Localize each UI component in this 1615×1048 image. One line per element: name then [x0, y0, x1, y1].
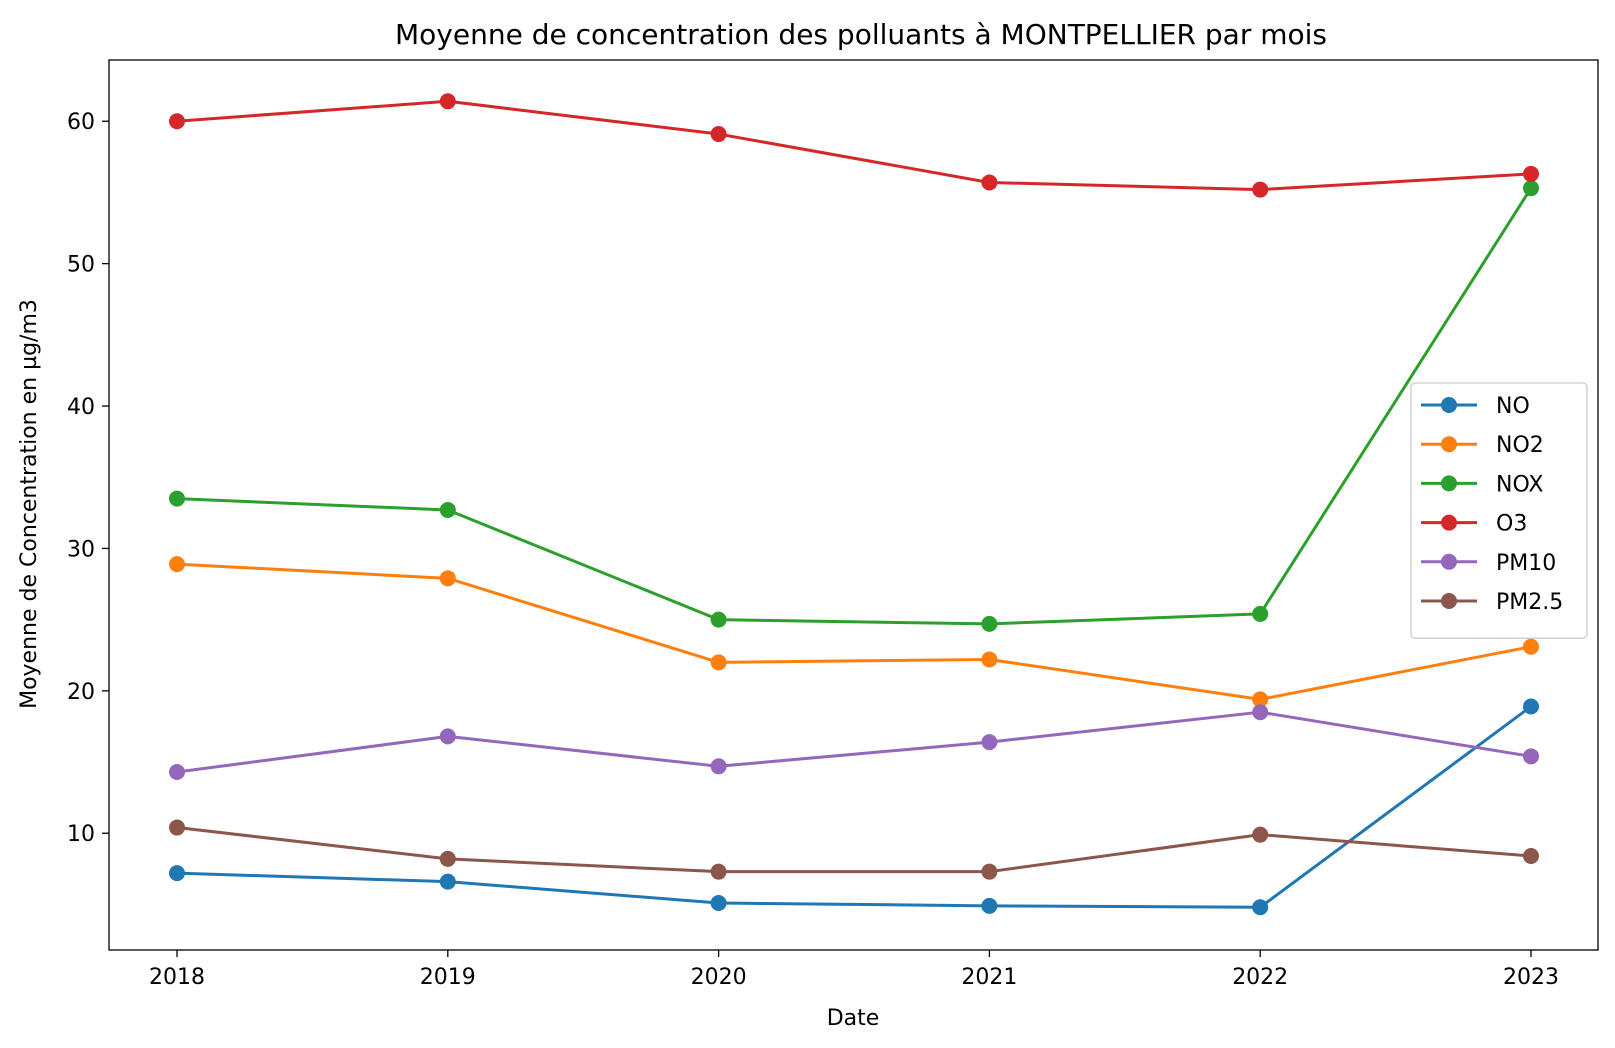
series-line-no2	[176, 562, 1532, 701]
x-tick-label: 2018	[149, 965, 205, 990]
series-line-pm25	[176, 826, 1532, 874]
legend-marker	[1441, 436, 1457, 453]
y-tick-label: 50	[67, 253, 95, 278]
data-point-nox	[1523, 180, 1539, 197]
x-tick-label: 2023	[1503, 965, 1559, 990]
legend-label: O3	[1496, 512, 1527, 537]
y-tick-label: 30	[67, 537, 95, 562]
legend-label: NO	[1496, 394, 1530, 419]
data-point-pm25	[1523, 848, 1539, 865]
data-point-no2	[169, 556, 185, 573]
data-point-no	[1523, 698, 1539, 715]
series-nox	[169, 180, 1539, 632]
data-point-no	[981, 897, 998, 914]
data-point-o3	[1523, 165, 1539, 182]
series-no2	[169, 556, 1539, 708]
legend-item-no: NO	[1421, 394, 1530, 419]
series-no	[169, 698, 1539, 916]
data-point-no	[710, 895, 727, 912]
data-point-pm10	[710, 758, 727, 775]
data-point-nox	[710, 611, 727, 628]
data-point-pm10	[981, 734, 998, 751]
legend-label: PM10	[1496, 551, 1556, 576]
data-point-pm25	[169, 819, 185, 836]
legend-label: NOX	[1496, 472, 1543, 497]
series-pm10	[169, 704, 1539, 780]
data-point-o3	[710, 126, 727, 143]
data-point-no	[169, 865, 185, 882]
series-line-nox	[176, 187, 1533, 626]
series-line-no	[176, 705, 1532, 909]
data-point-no2	[710, 654, 727, 671]
data-point-nox	[981, 615, 998, 632]
legend-label: NO2	[1496, 433, 1544, 458]
data-point-o3	[169, 113, 185, 130]
plot-area	[169, 93, 1539, 916]
data-point-pm25	[1252, 826, 1269, 843]
data-point-nox	[439, 501, 456, 518]
legend-item-no2: NO2	[1421, 433, 1544, 458]
legend-marker	[1441, 475, 1457, 492]
legend-marker	[1441, 593, 1457, 609]
legend-item-pm25: PM2.5	[1421, 590, 1563, 615]
data-point-pm10	[439, 728, 456, 745]
legend-item-nox: NOX	[1421, 472, 1543, 497]
legend-label: PM2.5	[1496, 590, 1563, 615]
series-line-pm10	[176, 710, 1532, 774]
data-point-no2	[981, 651, 998, 668]
legend-marker	[1441, 397, 1457, 413]
data-point-nox	[169, 490, 185, 507]
plot-frame	[108, 59, 1599, 951]
series-line-o3	[176, 99, 1532, 192]
data-point-pm25	[981, 863, 998, 880]
data-point-nox	[1252, 605, 1269, 622]
y-tick-label: 60	[67, 110, 95, 135]
x-axis-label: Date	[827, 1006, 880, 1031]
x-tick-label: 2019	[420, 965, 476, 990]
data-point-pm10	[1523, 748, 1539, 765]
data-point-o3	[981, 174, 998, 191]
x-axis: 2018 2019 2020 2021 2022 2023	[149, 950, 1559, 990]
data-point-no2	[1523, 638, 1539, 655]
legend-marker	[1441, 514, 1457, 531]
y-tick-label: 40	[67, 395, 95, 420]
legend-item-o3: O3	[1421, 512, 1527, 537]
series-pm25	[169, 819, 1539, 880]
data-point-no	[1252, 899, 1269, 916]
data-point-no	[439, 873, 456, 890]
data-point-pm10	[1252, 704, 1269, 721]
series-o3	[169, 93, 1539, 198]
chart-title: Moyenne de concentration des polluants à…	[395, 18, 1327, 51]
legend-marker	[1441, 553, 1457, 570]
legend: NO NO2 NOX O3 PM10 PM2.5	[1410, 382, 1588, 639]
y-tick-label: 10	[67, 822, 95, 847]
y-axis: 10 20 30 40 50 60	[67, 110, 109, 847]
legend-item-pm10: PM10	[1421, 551, 1556, 576]
data-point-no2	[1252, 691, 1269, 708]
data-point-o3	[439, 93, 456, 110]
data-point-pm10	[169, 764, 185, 780]
data-point-o3	[1252, 181, 1269, 198]
y-axis-label: Moyenne de Concentration en µg/m3	[17, 299, 42, 709]
x-tick-label: 2021	[961, 965, 1017, 990]
y-tick-label: 20	[67, 680, 95, 705]
data-point-pm25	[439, 850, 456, 867]
data-point-pm25	[710, 863, 727, 880]
x-tick-label: 2020	[691, 965, 747, 990]
x-tick-label: 2022	[1232, 965, 1288, 990]
data-point-no2	[439, 570, 456, 587]
